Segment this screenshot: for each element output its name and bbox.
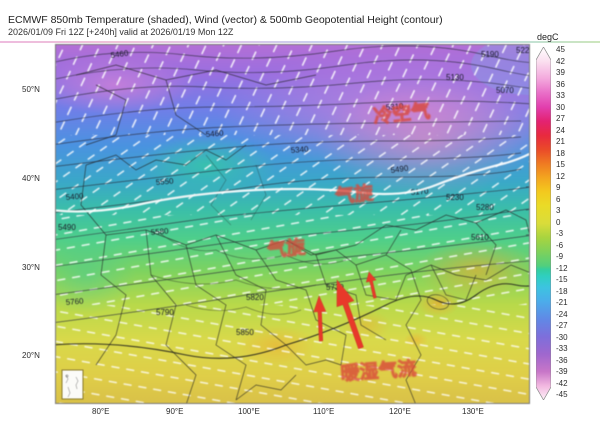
svg-text:5790: 5790: [156, 308, 174, 317]
svg-text:5280: 5280: [476, 203, 494, 212]
svg-text:5760: 5760: [65, 296, 84, 307]
svg-text:5850: 5850: [236, 328, 254, 337]
svg-text:5490: 5490: [58, 223, 76, 232]
svg-text:5130: 5130: [446, 73, 464, 82]
svg-text:5220: 5220: [516, 46, 530, 55]
svg-text:5340: 5340: [290, 144, 309, 155]
svg-text:5190: 5190: [481, 50, 499, 59]
svg-text:5070: 5070: [496, 86, 514, 95]
svg-text:5820: 5820: [246, 293, 264, 302]
svg-text:5460: 5460: [205, 128, 224, 139]
svg-text:5230: 5230: [446, 193, 464, 202]
svg-text:5550: 5550: [155, 176, 174, 187]
